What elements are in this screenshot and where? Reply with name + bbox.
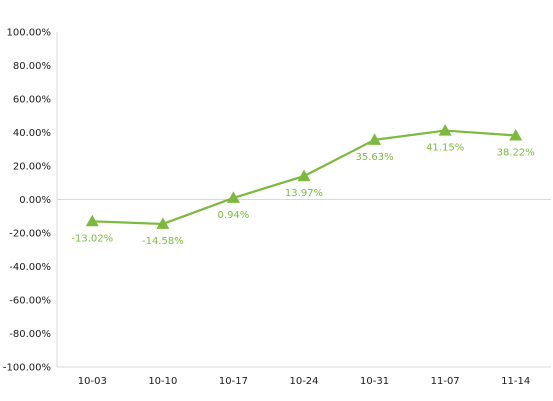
data-label: 41.15% [426, 143, 464, 154]
y-tick-label: -80.00% [9, 329, 51, 340]
data-labels: -13.02% -14.58% 0.94% 13.97% 35.63% 41.15% 38.… [71, 143, 534, 247]
y-tick-label: 40.00% [13, 128, 51, 139]
y-tick-label: -100.00% [3, 363, 51, 374]
data-label: -13.02% [71, 233, 113, 244]
y-tick-label: 100.00% [7, 28, 52, 39]
x-tick-labels: 10-03 10-10 10-17 10-24 10-31 11-07 11-14 [78, 376, 530, 387]
data-point-marker [438, 124, 452, 136]
data-point-marker [85, 214, 99, 227]
data-label: 35.63% [356, 152, 394, 163]
data-point-marker [509, 128, 523, 141]
x-tick-label: 10-17 [219, 376, 248, 387]
y-tick-label: -40.00% [9, 262, 51, 273]
data-point-marker [368, 133, 382, 145]
data-label: -14.58% [142, 236, 184, 247]
data-point-marker [226, 191, 240, 203]
x-tick-label: 10-24 [289, 376, 318, 387]
x-tick-label: 11-14 [501, 376, 530, 387]
data-point-marker [156, 217, 170, 229]
y-tick-label: 80.00% [13, 61, 51, 72]
data-point-marker [297, 169, 311, 182]
y-tick-label: 20.00% [13, 162, 51, 173]
x-tick-label: 11-07 [431, 376, 460, 387]
series-markers [85, 124, 523, 229]
y-tick-labels: 100.00% 80.00% 60.00% 40.00% 20.00% 0.00% -20.… [3, 28, 51, 374]
y-tick-label: -60.00% [9, 296, 51, 307]
data-label: 13.97% [285, 188, 323, 199]
x-tick-label: 10-10 [148, 376, 177, 387]
data-label: 38.22% [497, 147, 535, 158]
y-tick-label: 0.00% [19, 195, 51, 206]
y-tick-label: 60.00% [13, 95, 51, 106]
x-tick-label: 10-31 [360, 376, 389, 387]
x-tick-label: 10-03 [78, 376, 107, 387]
y-tick-label: -20.00% [9, 229, 51, 240]
data-label: 0.94% [218, 210, 250, 221]
